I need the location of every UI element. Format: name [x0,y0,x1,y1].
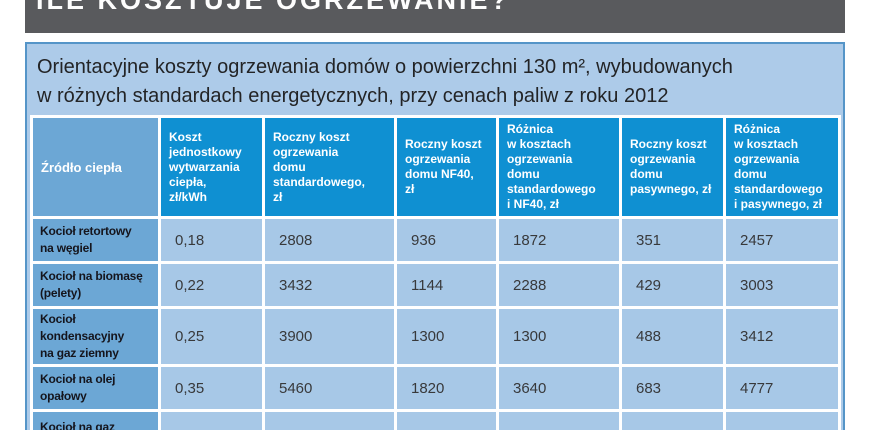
value-cell: 0,35 [161,367,262,409]
value-cell: 488 [622,309,723,364]
header-cell-nf40-cost: Roczny koszt ogrzewania domu NF40, zł [397,118,496,216]
header-cell-passive-cost: Roczny koszt ogrzewania domu pasywnego, … [622,118,723,216]
table-row: Kocioł kondensacyjny na gaz ziemny 0,25 … [33,309,838,364]
value-cell: 3900 [265,309,394,364]
value-cell: 2808 [265,219,394,261]
table-row: Kocioł retortowy na węgiel 0,18 2808 936… [33,219,838,261]
row-label: Kocioł na biomasę (pelety) [33,264,158,306]
table-row: Kocioł na biomasę (pelety) 0,22 3432 114… [33,264,838,306]
value-cell: 0,18 [161,219,262,261]
value-cell: 3640 [499,367,619,409]
value-cell: 1300 [499,309,619,364]
value-cell: 5460 [726,412,838,430]
value-cell: 5460 [265,367,394,409]
value-cell: 683 [622,367,723,409]
value-cell: 1300 [397,309,496,364]
value-cell: 0,25 [161,309,262,364]
row-label: Kocioł na olej opałowy [33,367,158,409]
value-cell: 429 [622,264,723,306]
value-cell: 1872 [499,219,619,261]
title-bar: ILE KOSZTUJE OGRZEWANIE? [25,0,845,33]
value-cell: 1820 [397,367,496,409]
header-cell-passive-diff: Różnica w kosztach ogrzewania domu stand… [726,118,838,216]
row-label: Kocioł retortowy na węgiel [33,219,158,261]
page-title: ILE KOSZTUJE OGRZEWANIE? [36,0,511,15]
value-cell: 4160 [499,412,619,430]
header-cell-standard-cost: Roczny koszt ogrzewania domu standardowe… [265,118,394,216]
header-cell-nf40-diff: Różnica w kosztach ogrzewania domu stand… [499,118,619,216]
heating-costs-table: Źródło ciepła Koszt jednostkowy wytwarza… [30,115,841,430]
value-cell: 2457 [726,219,838,261]
table-header-row: Źródło ciepła Koszt jednostkowy wytwarza… [33,118,838,216]
value-cell: 936 [397,219,496,261]
table-row: Kocioł na olej opałowy 0,35 5460 1820 36… [33,367,838,409]
value-cell: 3412 [726,309,838,364]
row-label: Kocioł na gaz [33,412,158,430]
intro-text: Orientacyjne koszty ogrzewania domów o p… [37,56,733,107]
value-cell: 351 [622,219,723,261]
value-cell: 0,22 [161,264,262,306]
value-cell: 3432 [265,264,394,306]
header-cell-heat-source: Źródło ciepła [33,118,158,216]
row-label: Kocioł kondensacyjny na gaz ziemny [33,309,158,364]
value-cell: 780 [622,412,723,430]
value-cell: 2080 [397,412,496,430]
info-panel: Orientacyjne koszty ogrzewania domów o p… [25,42,845,430]
value-cell: 2288 [499,264,619,306]
value-cell: 6240 [265,412,394,430]
value-cell: 1144 [397,264,496,306]
value-cell: 3003 [726,264,838,306]
header-cell-unit-cost: Koszt jednostkowy wytwarzania ciepła, zł… [161,118,262,216]
value-cell: 0,40 [161,412,262,430]
value-cell: 4777 [726,367,838,409]
table-row: Kocioł na gaz 0,40 6240 2080 4160 780 54… [33,412,838,430]
